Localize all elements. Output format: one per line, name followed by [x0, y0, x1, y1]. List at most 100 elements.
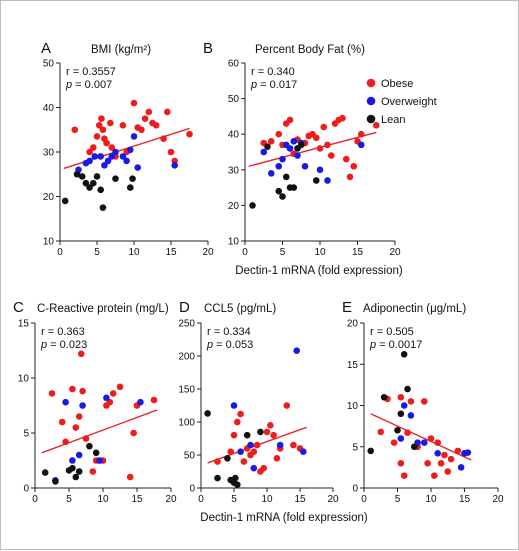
series-lean: [367, 351, 418, 455]
panel-title: CCL5 (pg/mL): [204, 303, 276, 315]
data-point: [434, 450, 442, 457]
data-point: [437, 459, 445, 467]
data-point: [260, 148, 268, 156]
data-point: [97, 186, 104, 194]
panel-title: Adiponectin (μg/mL): [363, 303, 466, 315]
data-point: [431, 472, 438, 479]
data-point: [96, 457, 103, 464]
data-point: [108, 153, 116, 160]
data-point: [400, 402, 408, 409]
data-point: [316, 166, 324, 174]
series-overweight: [75, 133, 178, 174]
y-tick-label: 20: [347, 319, 359, 330]
data-point: [279, 155, 286, 163]
data-point: [410, 443, 418, 451]
data-point: [52, 478, 59, 485]
data-point: [397, 435, 405, 442]
data-point: [357, 130, 365, 138]
data-point: [75, 468, 83, 475]
data-point: [48, 390, 56, 397]
data-point: [99, 126, 107, 134]
x-tick-label: 5: [231, 494, 237, 505]
x-tick-label: 15: [165, 247, 177, 258]
data-point: [62, 398, 69, 406]
data-point: [93, 173, 101, 180]
data-point: [267, 170, 275, 177]
y-tick-label: 60: [228, 59, 240, 70]
stats-p: p = 0.007: [65, 79, 112, 91]
data-point: [89, 468, 97, 475]
legend-label: Obese: [381, 78, 413, 90]
data-point: [434, 439, 442, 446]
stats-p-value: = 0.017: [257, 79, 297, 91]
legend: Obese Overweight Lean: [366, 78, 437, 126]
y-tick-label: 15: [18, 319, 30, 330]
data-point: [234, 418, 241, 426]
y-tick-label: 100: [178, 418, 195, 429]
data-point: [95, 122, 103, 129]
data-point: [214, 458, 221, 465]
data-point: [260, 464, 268, 472]
data-point: [267, 422, 274, 429]
y-tick-label: 0: [23, 484, 29, 495]
x-tick-label: 20: [389, 247, 401, 258]
stats-p-symbol: p: [250, 79, 257, 91]
series-lean: [204, 410, 264, 489]
data-point: [324, 141, 331, 149]
data-point: [264, 143, 271, 150]
stats-p-value: = 0.023: [47, 339, 87, 351]
data-point: [82, 179, 90, 187]
data-point: [400, 351, 408, 358]
data-point: [240, 458, 248, 465]
data-point: [130, 429, 137, 437]
data-point: [275, 162, 283, 170]
data-point: [232, 474, 239, 482]
data-point: [339, 114, 346, 122]
data-point: [171, 162, 178, 169]
x-tick-label: 0: [242, 247, 248, 258]
data-point: [377, 428, 385, 436]
data-point: [130, 133, 138, 140]
data-point: [138, 126, 145, 134]
y-tick-label: 50: [228, 94, 240, 105]
data-point: [90, 144, 97, 151]
y-tick-label: 5: [23, 429, 29, 440]
panel-letter: E: [342, 299, 352, 316]
x-tick-label: 20: [165, 494, 177, 505]
x-tick-label: 10: [261, 494, 273, 505]
y-tick-label: 30: [43, 148, 55, 159]
series-overweight: [52, 394, 144, 484]
data-point: [312, 177, 320, 184]
data-point: [263, 428, 271, 436]
data-point: [320, 123, 328, 131]
series-obese: [214, 402, 304, 475]
y-tick-label: 50: [43, 59, 55, 70]
data-point: [186, 130, 193, 138]
data-point: [324, 177, 331, 184]
data-point: [130, 99, 138, 107]
data-point: [390, 439, 398, 446]
data-point: [275, 130, 283, 138]
x-tick-label: 5: [280, 247, 286, 258]
data-point: [421, 439, 428, 446]
data-point: [224, 455, 231, 462]
data-point: [290, 184, 298, 191]
data-point: [276, 441, 284, 449]
stats-p-value: = 0.053: [213, 339, 253, 351]
legend-marker: [366, 114, 376, 124]
regression-line: [370, 413, 472, 461]
data-point: [230, 431, 238, 439]
data-point: [127, 184, 134, 191]
stats-p-value: = 0.0017: [376, 339, 422, 351]
panel-letter: C: [13, 299, 24, 316]
data-point: [160, 135, 167, 142]
series-lean: [41, 442, 100, 485]
data-point: [167, 148, 175, 156]
data-point: [77, 350, 85, 358]
series-overweight: [260, 138, 365, 184]
x-tick-label: 10: [314, 247, 326, 258]
data-point: [279, 193, 286, 200]
data-point: [112, 175, 119, 182]
series-lean: [61, 170, 136, 211]
x-tick-label: 10: [128, 247, 140, 258]
